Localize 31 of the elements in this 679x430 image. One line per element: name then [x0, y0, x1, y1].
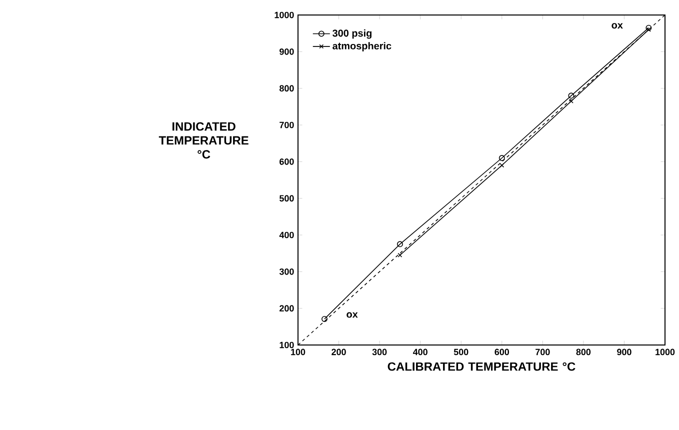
point: [396, 241, 403, 248]
y-tick-label: 800: [280, 85, 294, 92]
point: [500, 163, 504, 168]
y-tick-label: 900: [280, 48, 294, 55]
y-tick-label: 300: [279, 268, 294, 275]
y-tick-label: 200: [280, 305, 294, 312]
x-tick-label: 600: [494, 348, 510, 356]
x-tick-label: 800: [576, 348, 591, 356]
y-tick-label: 100: [280, 342, 294, 348]
point: [498, 155, 505, 161]
annotation: ox: [346, 312, 358, 318]
y-tick-label: 400: [279, 232, 294, 238]
x-tick-label: 700: [536, 348, 550, 356]
x-tick-label: 1000: [656, 348, 675, 356]
x-tick-label: 100: [291, 348, 306, 356]
y-tick-label: 500: [280, 195, 294, 202]
y-tick-label: 600: [280, 158, 294, 165]
legend-label: 300 psig: [332, 29, 372, 39]
x-tick-label: 200: [332, 348, 346, 356]
x-tick-label: 400: [412, 348, 428, 356]
y-tick-label: 700: [280, 122, 294, 128]
y-tick-label: 1000: [274, 12, 294, 18]
y-axis-title: INDICATED TEMPERATURE °C: [158, 122, 248, 159]
x-tick-label: 900: [617, 348, 632, 356]
x-axis-title: CALIBRATED TEMPERATURE °C: [388, 362, 576, 371]
x-tick-label: 300: [372, 348, 387, 356]
annotation: ox: [612, 23, 623, 29]
point: [568, 98, 574, 104]
point: [568, 92, 574, 99]
legend-label: atmospheric: [332, 42, 392, 52]
x-tick-label: 500: [454, 348, 468, 356]
